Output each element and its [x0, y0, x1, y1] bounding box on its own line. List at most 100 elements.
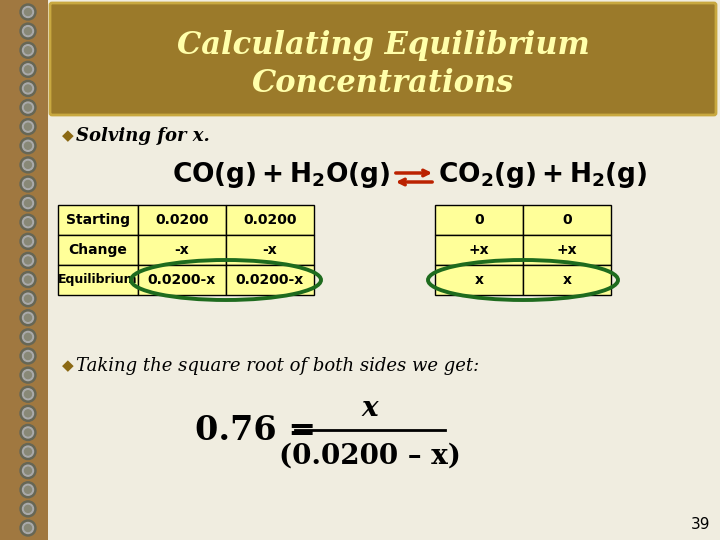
Text: x: x [562, 273, 572, 287]
Text: +x: +x [557, 243, 577, 257]
Circle shape [24, 142, 32, 149]
Text: Calculating Equilibrium: Calculating Equilibrium [176, 30, 590, 61]
Circle shape [24, 28, 32, 35]
Bar [523, 205, 611, 235]
Circle shape [22, 25, 34, 37]
Circle shape [20, 99, 36, 116]
Circle shape [20, 138, 36, 154]
Text: 0.0200: 0.0200 [243, 213, 297, 227]
Circle shape [24, 238, 32, 245]
Text: 0.0200-x: 0.0200-x [148, 273, 216, 287]
Circle shape [22, 369, 34, 381]
Circle shape [24, 85, 32, 92]
FancyBboxPatch shape [50, 3, 716, 115]
Circle shape [24, 47, 32, 53]
Circle shape [24, 314, 32, 321]
Text: Solving for x.: Solving for x. [76, 127, 210, 145]
Text: (0.0200 – x): (0.0200 – x) [279, 442, 461, 469]
Text: ◆: ◆ [62, 128, 73, 143]
Bar [138, 235, 226, 265]
Circle shape [24, 448, 32, 455]
Circle shape [22, 484, 34, 495]
Circle shape [24, 104, 32, 111]
Circle shape [22, 121, 34, 132]
Circle shape [24, 257, 32, 264]
Bar [226, 265, 314, 295]
Circle shape [20, 348, 36, 364]
Circle shape [24, 505, 32, 512]
Circle shape [20, 272, 36, 288]
Circle shape [24, 200, 32, 207]
Circle shape [20, 406, 36, 421]
Bar [435, 235, 523, 265]
Text: -x: -x [263, 243, 277, 257]
Circle shape [22, 45, 34, 56]
Text: 0.0200-x: 0.0200-x [236, 273, 304, 287]
Circle shape [22, 6, 34, 17]
Circle shape [20, 463, 36, 478]
Bar [435, 205, 523, 235]
Text: +x: +x [469, 243, 490, 257]
Circle shape [20, 80, 36, 97]
Circle shape [20, 424, 36, 441]
Circle shape [20, 119, 36, 134]
Circle shape [20, 233, 36, 249]
Circle shape [22, 293, 34, 304]
Circle shape [22, 350, 34, 361]
Text: -x: -x [175, 243, 189, 257]
Circle shape [24, 66, 32, 73]
Circle shape [24, 219, 32, 226]
Circle shape [24, 9, 32, 16]
Circle shape [22, 255, 34, 266]
Circle shape [22, 140, 34, 151]
Circle shape [20, 42, 36, 58]
Circle shape [24, 333, 32, 340]
Bar [138, 265, 226, 295]
Circle shape [20, 520, 36, 536]
Circle shape [20, 195, 36, 211]
Bar [58, 205, 138, 235]
Circle shape [24, 180, 32, 187]
Circle shape [22, 217, 34, 228]
Text: x: x [361, 395, 378, 422]
Circle shape [24, 467, 32, 474]
Circle shape [22, 446, 34, 457]
Circle shape [22, 64, 34, 75]
Circle shape [22, 274, 34, 285]
Circle shape [20, 367, 36, 383]
Text: Change: Change [68, 243, 127, 257]
Circle shape [24, 524, 32, 531]
Circle shape [20, 252, 36, 268]
Circle shape [22, 198, 34, 208]
Circle shape [22, 389, 34, 400]
Circle shape [24, 276, 32, 283]
Circle shape [20, 329, 36, 345]
Text: $\mathbf{CO(g)+H_2O(g)}$: $\mathbf{CO(g)+H_2O(g)}$ [172, 160, 390, 190]
Circle shape [24, 487, 32, 493]
Circle shape [20, 214, 36, 230]
Circle shape [24, 372, 32, 379]
Circle shape [22, 523, 34, 534]
Circle shape [22, 408, 34, 419]
Bar [523, 235, 611, 265]
Circle shape [20, 4, 36, 20]
Text: 0.0200: 0.0200 [156, 213, 209, 227]
Bar [138, 205, 226, 235]
Circle shape [24, 353, 32, 360]
Circle shape [22, 236, 34, 247]
Circle shape [22, 427, 34, 438]
Circle shape [20, 386, 36, 402]
Circle shape [20, 23, 36, 39]
Circle shape [22, 465, 34, 476]
Circle shape [20, 501, 36, 517]
Text: 0.76 =: 0.76 = [195, 414, 316, 447]
Circle shape [20, 62, 36, 77]
Circle shape [22, 159, 34, 171]
Circle shape [20, 443, 36, 460]
Circle shape [24, 161, 32, 168]
Circle shape [22, 503, 34, 515]
Text: 0: 0 [474, 213, 484, 227]
Text: $\mathbf{CO_2(g)+H_2(g)}$: $\mathbf{CO_2(g)+H_2(g)}$ [438, 160, 647, 190]
Text: Taking the square root of both sides we get:: Taking the square root of both sides we … [76, 357, 480, 375]
Circle shape [24, 391, 32, 398]
